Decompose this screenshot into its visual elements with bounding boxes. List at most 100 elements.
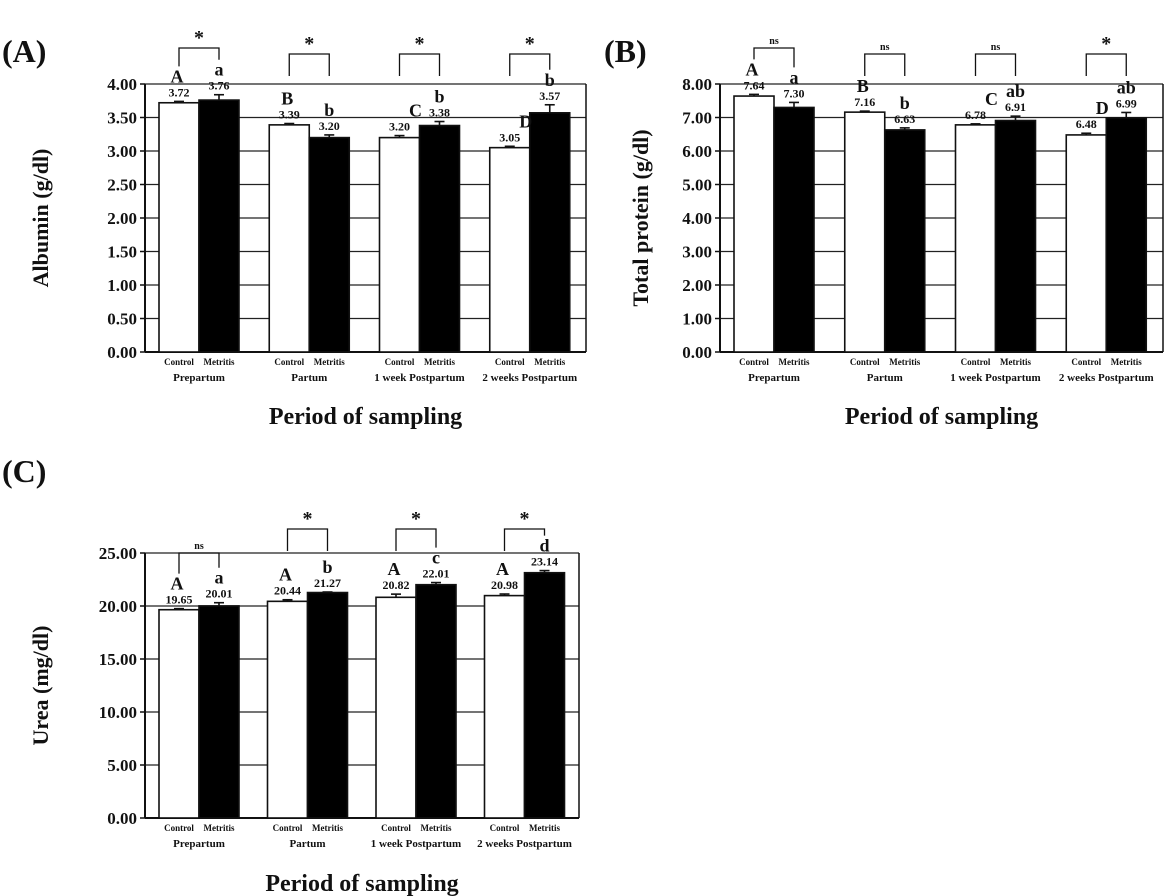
bar-control	[483, 594, 526, 819]
data-label-control: 20.82	[383, 578, 410, 592]
bar-metritis	[418, 124, 461, 353]
category-label: 2 weeks Postpartum	[482, 372, 577, 384]
y-tick-label: 3.50	[107, 109, 137, 128]
data-label-metritis: 21.27	[314, 576, 341, 590]
category-label: 2 weeks Postpartum	[477, 838, 572, 850]
group-letter-metritis: d	[539, 536, 549, 556]
significance-bracket	[1085, 53, 1127, 76]
y-tick-label: 1.00	[682, 310, 712, 329]
bar-label-control: Control	[850, 357, 880, 367]
group-letter-metritis: ab	[1006, 81, 1025, 101]
significance-bracket	[509, 53, 551, 76]
panel-label: (A)	[2, 33, 46, 69]
bar-control	[488, 146, 531, 353]
bar-label-control: Control	[495, 357, 525, 367]
data-label-control: 6.48	[1076, 117, 1097, 131]
bar-control	[158, 101, 200, 353]
significance-bracket	[974, 53, 1017, 76]
bar-metritis	[308, 136, 351, 353]
group-letter-control: A	[388, 559, 401, 579]
data-label-metritis: 23.14	[531, 555, 558, 569]
y-axis-title: Urea (mg/dl)	[28, 626, 53, 746]
group-letter-control: A	[746, 59, 759, 79]
y-tick-label: 15.00	[99, 650, 137, 669]
category-label: Prepartum	[173, 838, 225, 850]
data-label-control: 19.65	[166, 593, 193, 607]
bar-control	[733, 95, 775, 353]
group-letter-control: C	[985, 89, 998, 109]
bar-label-control: Control	[164, 357, 194, 367]
significance-bracket	[288, 53, 330, 76]
bar-label-control: Control	[273, 823, 303, 833]
data-label-metritis: 20.01	[206, 587, 233, 601]
data-label-metritis: 3.76	[209, 79, 230, 93]
bar-metritis	[883, 129, 926, 353]
bar-label-metritis: Metritis	[314, 357, 345, 367]
y-axis-title: Total protein (g/dl)	[628, 129, 653, 306]
category-label: Partum	[289, 838, 325, 850]
significance-mark: *	[525, 33, 535, 55]
group-letter-metritis: a	[215, 568, 224, 588]
bar-label-control: Control	[385, 357, 415, 367]
y-tick-label: 1.00	[107, 276, 137, 295]
bar-label-metritis: Metritis	[529, 823, 560, 833]
bar-metritis	[1105, 117, 1148, 353]
data-label-metritis: 3.38	[429, 106, 450, 120]
group-letter-control: B	[281, 89, 293, 109]
bar-metritis	[198, 605, 240, 819]
data-label-metritis: 7.30	[784, 86, 805, 100]
significance-mark: *	[1101, 33, 1111, 55]
y-tick-label: 3.00	[107, 142, 137, 161]
bar-label-metritis: Metritis	[779, 357, 810, 367]
category-label: Partum	[291, 372, 327, 384]
category-label: 1 week Postpartum	[950, 372, 1040, 384]
bar-control	[266, 600, 309, 819]
significance-bracket	[178, 47, 220, 67]
category-label: 1 week Postpartum	[371, 838, 461, 850]
group-letter-metritis: a	[790, 67, 799, 87]
y-tick-label: 8.00	[682, 75, 712, 94]
y-axis-title: Albumin (g/dl)	[28, 149, 53, 288]
significance-mark: *	[303, 508, 313, 530]
group-letter-metritis: c	[432, 548, 440, 568]
x-axis-title: Period of sampling	[845, 404, 1038, 430]
group-letter-control: A	[496, 559, 509, 579]
data-label-metritis: 6.99	[1116, 96, 1137, 110]
bar-metritis	[523, 571, 566, 819]
y-tick-label: 0.00	[107, 809, 137, 828]
bar-control	[158, 608, 200, 819]
bar-label-control: Control	[490, 823, 520, 833]
y-tick-label: 3.00	[682, 243, 712, 262]
group-letter-metritis: b	[434, 87, 444, 107]
y-tick-label: 5.00	[107, 756, 137, 775]
bar-label-control: Control	[381, 823, 411, 833]
data-label-control: 3.72	[169, 85, 190, 99]
bar-label-metritis: Metritis	[312, 823, 343, 833]
bar-label-metritis: Metritis	[1111, 357, 1142, 367]
significance-mark: *	[194, 27, 204, 49]
data-label-control: 20.44	[274, 584, 301, 598]
bar-metritis	[528, 112, 571, 353]
y-tick-label: 0.00	[107, 343, 137, 362]
data-label-control: 20.98	[491, 578, 518, 592]
y-tick-label: 25.00	[99, 544, 137, 563]
data-label-metritis: 22.01	[423, 567, 450, 581]
y-tick-label: 1.50	[107, 243, 137, 262]
chart-panel-2: (B) Total protein (g/dl) Period of samplin…	[604, 33, 1164, 430]
y-tick-label: 5.00	[682, 176, 712, 195]
category-label: 2 weeks Postpartum	[1059, 372, 1154, 384]
significance-mark: *	[520, 508, 530, 530]
data-label-metritis: 3.57	[539, 89, 560, 103]
group-letter-control: D	[519, 111, 532, 131]
bar-metritis	[415, 583, 457, 819]
group-letter-control: D	[1096, 98, 1109, 118]
chart-panel-3: (C) Urea (mg/dl) Period of sampling 0.00 5.0…	[2, 453, 580, 896]
panel-label: (B)	[604, 33, 647, 69]
significance-mark: *	[411, 508, 421, 530]
data-label-control: 3.05	[499, 130, 520, 144]
significance-bracket	[503, 528, 546, 551]
data-label-metritis: 3.20	[319, 119, 340, 133]
significance-bracket	[864, 53, 906, 76]
bar-metritis	[198, 99, 240, 353]
significance-mark: *	[415, 33, 425, 55]
